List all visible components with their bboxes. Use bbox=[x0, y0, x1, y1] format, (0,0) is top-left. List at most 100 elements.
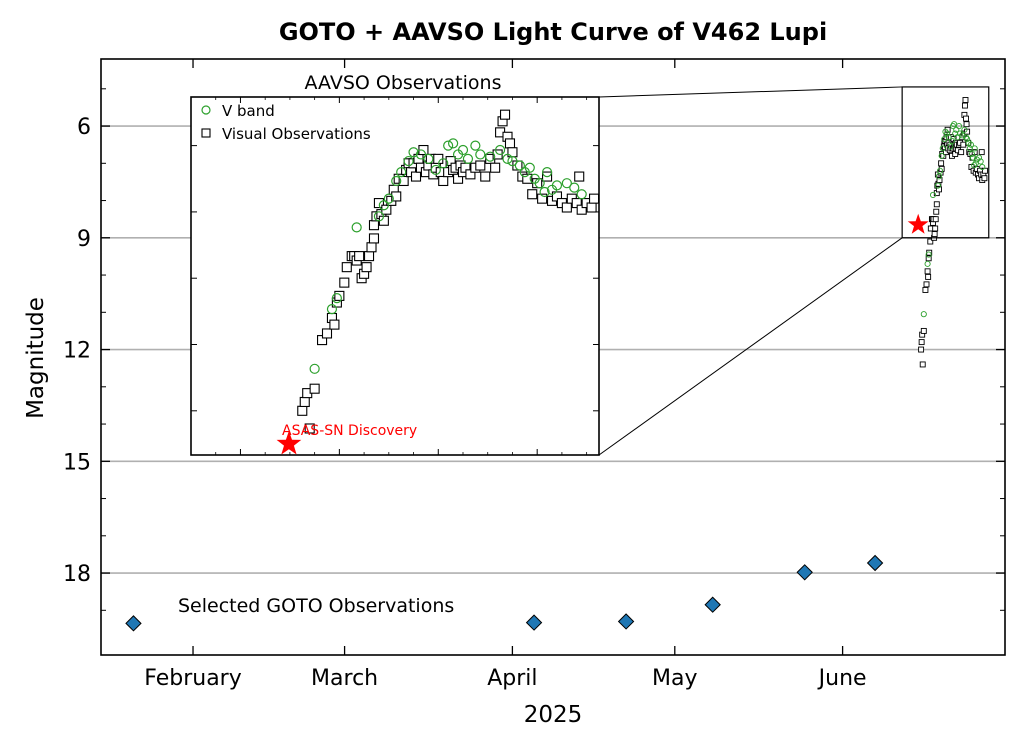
zoom-vband-point bbox=[970, 154, 977, 161]
inset-visual-point bbox=[297, 405, 308, 416]
zoom-visual-point bbox=[963, 115, 969, 122]
zoom-visual-point bbox=[920, 327, 927, 334]
zoom-visual-point bbox=[938, 160, 945, 167]
inset-vband-point bbox=[475, 149, 486, 160]
inset-vband-point bbox=[485, 151, 496, 162]
zoom-vband-point bbox=[939, 145, 946, 152]
zoom-vband-point bbox=[971, 145, 978, 152]
inset-visual-point bbox=[309, 383, 320, 394]
y-tick-label: 12 bbox=[63, 339, 91, 364]
zoom-vband-point bbox=[935, 173, 943, 180]
zoom-vband-point bbox=[979, 163, 986, 171]
legend-visual-marker bbox=[201, 128, 211, 138]
zoom-box bbox=[901, 86, 990, 239]
inset-vband-point bbox=[539, 186, 550, 198]
zoom-visual-point bbox=[960, 141, 967, 148]
inset-visual-point bbox=[527, 189, 538, 200]
inset-vband-point bbox=[326, 304, 338, 315]
zoom-vband-point bbox=[947, 143, 954, 150]
zoom-visual-point bbox=[933, 201, 940, 208]
zoom-visual-point bbox=[924, 268, 931, 275]
inset-vband-point bbox=[438, 158, 449, 169]
zoom-visual-point bbox=[925, 255, 932, 262]
inset-vband-point bbox=[514, 160, 525, 171]
zoom-vband-point bbox=[944, 130, 951, 137]
inset-vband-point bbox=[541, 167, 553, 178]
inset-vband-point bbox=[351, 222, 362, 233]
x-tick-label: March bbox=[311, 666, 378, 691]
inset-vband-point bbox=[561, 178, 572, 189]
inset-vband-point bbox=[534, 178, 545, 189]
inset-visual-point bbox=[373, 198, 384, 209]
zoom-visual-point bbox=[961, 102, 968, 109]
inset-visual-point bbox=[561, 202, 572, 213]
inset-visual-point bbox=[299, 396, 310, 408]
zoom-visual-point bbox=[962, 97, 969, 103]
inset-vband-point bbox=[502, 153, 513, 164]
zoom-vband-point bbox=[948, 137, 956, 144]
inset-visual-point bbox=[366, 242, 377, 253]
zoom-visual-point bbox=[932, 225, 939, 232]
inset-vband-point bbox=[462, 153, 474, 164]
inset-visual-point bbox=[368, 233, 380, 244]
zoom-visual-point bbox=[978, 149, 985, 156]
inset-visual-point bbox=[363, 251, 375, 262]
x-tick-label: February bbox=[144, 666, 242, 691]
inset-visual-point bbox=[438, 175, 449, 187]
inset-vband-point bbox=[448, 138, 459, 149]
inset-vband-point bbox=[408, 147, 419, 158]
zoom-visual-point bbox=[925, 273, 932, 280]
inset-vband-point bbox=[470, 140, 481, 151]
inset-legend-vband-label: V band bbox=[222, 102, 275, 120]
inset-vband-point bbox=[415, 149, 427, 160]
y-tick-label: 9 bbox=[77, 227, 91, 252]
inset-visual-point bbox=[522, 173, 533, 184]
zoom-connector bbox=[598, 86, 903, 98]
inset-vband-point bbox=[569, 182, 580, 193]
inset-visual-point bbox=[361, 262, 372, 273]
y-tick-label: 18 bbox=[63, 562, 91, 587]
zoom-visual-point bbox=[958, 149, 965, 156]
inset-visual-point bbox=[334, 290, 345, 301]
zoom-visual-point bbox=[963, 121, 970, 128]
zoom-vband-point bbox=[959, 132, 966, 139]
inset-vband-point bbox=[309, 363, 320, 374]
zoom-connector bbox=[598, 237, 903, 456]
x-tick-label: April bbox=[487, 666, 537, 691]
zoom-vband-point bbox=[925, 251, 932, 258]
inset-vband-point bbox=[403, 155, 414, 167]
zoom-vband-point bbox=[967, 141, 974, 148]
zoom-visual-point bbox=[923, 281, 930, 288]
inset-visual-point bbox=[341, 262, 352, 273]
inset-vband-point bbox=[430, 164, 441, 176]
inset-vband-point bbox=[524, 162, 535, 173]
inset-visual-point bbox=[589, 193, 600, 204]
zoom-visual-point bbox=[927, 238, 934, 245]
inset-visual-point bbox=[586, 202, 597, 213]
inset-visual-point bbox=[504, 138, 516, 149]
discovery-label: ASAS-SN Discovery bbox=[282, 423, 417, 439]
zoom-vband-point bbox=[924, 260, 931, 267]
zoom-vband-point bbox=[968, 150, 976, 158]
inset-vband-point bbox=[378, 200, 389, 211]
inset-vband-point bbox=[423, 153, 434, 164]
zoom-visual-point bbox=[919, 361, 926, 368]
inset-vband-point bbox=[331, 292, 342, 304]
inset-frame bbox=[190, 96, 600, 456]
inset-visual-point bbox=[410, 171, 422, 182]
plot-frame bbox=[100, 58, 1006, 656]
zoom-vband-point bbox=[977, 158, 984, 165]
x-tick-label: May bbox=[652, 666, 697, 691]
inset-vband-point bbox=[396, 167, 407, 178]
zoom-visual-point bbox=[932, 216, 939, 223]
zoom-visual-point bbox=[936, 177, 943, 184]
inset-vband-point bbox=[383, 193, 394, 204]
y-tick-label: 15 bbox=[63, 450, 91, 475]
zoom-vband-point bbox=[964, 136, 971, 143]
zoom-vband-point bbox=[971, 162, 978, 169]
goto-point bbox=[796, 564, 813, 581]
inset-visual-point bbox=[490, 162, 501, 173]
inset-vband-point bbox=[457, 144, 469, 156]
inset-legend-visual-label: Visual Observations bbox=[222, 125, 371, 143]
zoom-vband-point bbox=[934, 182, 941, 189]
